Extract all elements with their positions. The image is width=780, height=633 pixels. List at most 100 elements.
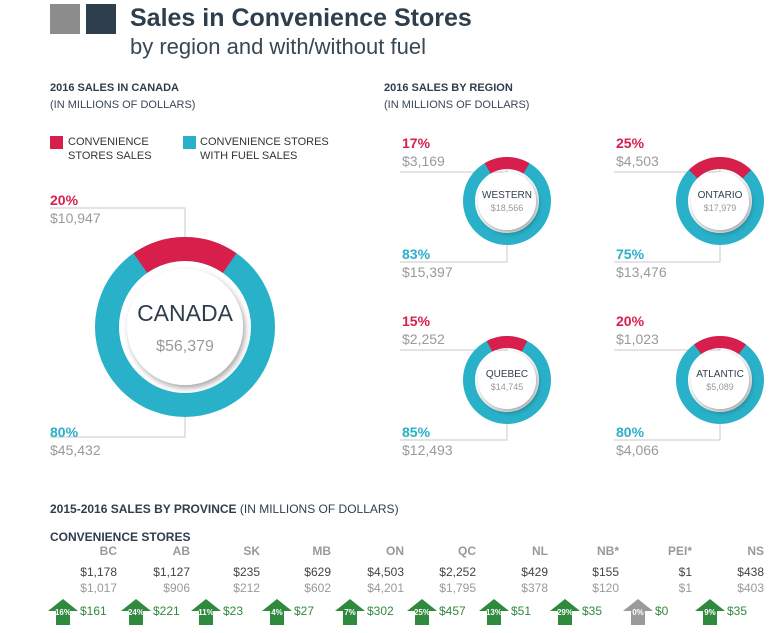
province-change-pct: 11%: [198, 608, 214, 617]
province-change-value: $35: [582, 604, 603, 618]
province-change-value: $0: [655, 604, 669, 618]
quebec-total-label: $14,745: [491, 382, 524, 392]
quebec-center-disk: [478, 351, 536, 409]
up-arrow-icon: 9%: [695, 599, 725, 625]
header-square-gray: [50, 4, 80, 34]
province-2016-value: $155: [592, 565, 619, 579]
province-2016-value: $4,503: [367, 565, 404, 579]
province-change-value: $221: [153, 604, 180, 618]
regions-subheading: (IN MILLIONS OF DOLLARS): [384, 99, 530, 111]
province-change-value: $35: [727, 604, 748, 618]
ontario-total-label: $17,979: [704, 203, 737, 213]
canada-conv-amt: $10,947: [50, 210, 101, 226]
province-2015-value: $403: [737, 581, 764, 595]
province-2015-value: $602: [304, 581, 331, 595]
canada-center-disk: [127, 269, 243, 385]
province-column: ON $4,503 $4,201: [334, 544, 404, 597]
quebec-conv-amt: $2,252: [402, 331, 445, 347]
province-subheading: CONVENIENCE STORES: [50, 530, 191, 544]
page-subtitle: by region and with/without fuel: [130, 34, 426, 59]
province-2015-value: $120: [592, 581, 619, 595]
donut-charts: CANADA $56,379 WESTERN $18,566 ONTARIO $17,97…: [50, 157, 764, 441]
province-name: SK: [243, 544, 260, 558]
atlantic-fuel-pct: 80%: [616, 424, 645, 440]
province-column: NS $438 $403: [694, 544, 764, 597]
province-column: AB $1,127 $906: [120, 544, 190, 597]
province-change-pct: 4%: [271, 608, 283, 617]
province-change-value: $27: [294, 604, 315, 618]
regions-heading: 2016 SALES BY REGION: [384, 82, 513, 94]
province-column: NB* $155 $120: [549, 544, 619, 597]
province-change-value: $457: [439, 604, 466, 618]
province-change-pct: 7%: [344, 608, 356, 617]
province-2016-value: $1,127: [153, 565, 190, 579]
province-name: NS: [747, 544, 764, 558]
atlantic-name-label: ATLANTIC: [696, 369, 744, 380]
legend-convenience-swatch: [50, 136, 63, 149]
province-2015-value: $1,017: [80, 581, 117, 595]
western-conv-segment: [484, 157, 530, 174]
western-fuel-amt: $15,397: [402, 264, 453, 280]
canada-name-label: CANADA: [137, 300, 234, 326]
canada-conv-connector: [50, 207, 186, 237]
up-arrow-icon: 4%: [262, 599, 292, 625]
legend-fuel-swatch: [183, 136, 196, 149]
canada-conv-segment: [133, 237, 237, 274]
western-total-label: $18,566: [491, 203, 524, 213]
province-2016-value: $2,252: [439, 565, 476, 579]
flat-arrow-icon: 0%: [623, 599, 653, 625]
province-2015-value: $378: [521, 581, 548, 595]
up-arrow-icon: 16%: [48, 599, 78, 625]
province-change-value: $23: [223, 604, 244, 618]
province-2015-value: $906: [163, 581, 190, 595]
quebec-fuel-connector: [400, 424, 508, 441]
quebec-conv-segment: [486, 336, 528, 352]
province-name: BC: [99, 544, 117, 558]
western-fuel-connector: [400, 245, 508, 263]
province-change-pct: 29%: [557, 608, 573, 617]
canada-subheading: (IN MILLIONS OF DOLLARS): [50, 99, 196, 111]
up-arrow-icon: 29%: [550, 599, 580, 625]
province-change-pct: 0%: [632, 608, 644, 617]
western-name-label: WESTERN: [482, 190, 532, 201]
province-heading-rest: (IN MILLIONS OF DOLLARS): [236, 502, 399, 516]
province-column: SK $235 $212: [190, 544, 260, 597]
up-arrow-icon: 13%: [479, 599, 509, 625]
ontario-conv-pct: 25%: [616, 135, 645, 151]
province-change-pct: 9%: [704, 608, 716, 617]
legend-convenience-label: CONVENIENCE STORES SALES: [68, 136, 152, 162]
atlantic-total-label: $5,089: [706, 382, 734, 392]
province-column: MB $629 $602: [261, 544, 331, 597]
province-column: NL $429 $378: [478, 544, 548, 597]
province-2015-value: $4,201: [367, 581, 404, 595]
quebec-fuel-amt: $12,493: [402, 442, 453, 458]
province-2016-value: $429: [521, 565, 548, 579]
canada-total-label: $56,379: [156, 338, 214, 355]
atlantic-conv-amt: $1,023: [616, 331, 659, 347]
up-arrow-icon: 25%: [407, 599, 437, 625]
province-2016-value: $438: [737, 565, 764, 579]
canada-heading: 2016 SALES IN CANADA: [50, 82, 179, 94]
province-2016-value: $1,178: [80, 565, 117, 579]
province-2015-value: $1,795: [439, 581, 476, 595]
atlantic-fuel-amt: $4,066: [616, 442, 659, 458]
ontario-conv-segment: [688, 157, 752, 179]
province-column: QC $2,252 $1,795: [406, 544, 476, 597]
ontario-name-label: ONTARIO: [698, 190, 743, 201]
ontario-center-disk: [691, 172, 749, 230]
province-change-value: $51: [511, 604, 532, 618]
ontario-fuel-pct: 75%: [616, 246, 645, 262]
province-change-pct: 13%: [486, 608, 502, 617]
province-name: MB: [312, 544, 331, 558]
legend-fuel-label: CONVENIENCE STORES WITH FUEL SALES: [200, 136, 329, 162]
province-column: PEI* $1 $1: [622, 544, 692, 597]
atlantic-center-disk: [691, 351, 749, 409]
province-change-pct: 24%: [128, 608, 144, 617]
province-name: AB: [172, 544, 190, 558]
province-name: NB*: [596, 544, 619, 558]
province-2016-value: $1: [678, 565, 692, 579]
atlantic-conv-pct: 20%: [616, 313, 645, 329]
province-heading-bold: 2015-2016 SALES BY PROVINCE: [50, 502, 237, 516]
canada-fuel-connector: [50, 417, 186, 438]
page-title: Sales in Convenience Stores: [130, 4, 472, 32]
